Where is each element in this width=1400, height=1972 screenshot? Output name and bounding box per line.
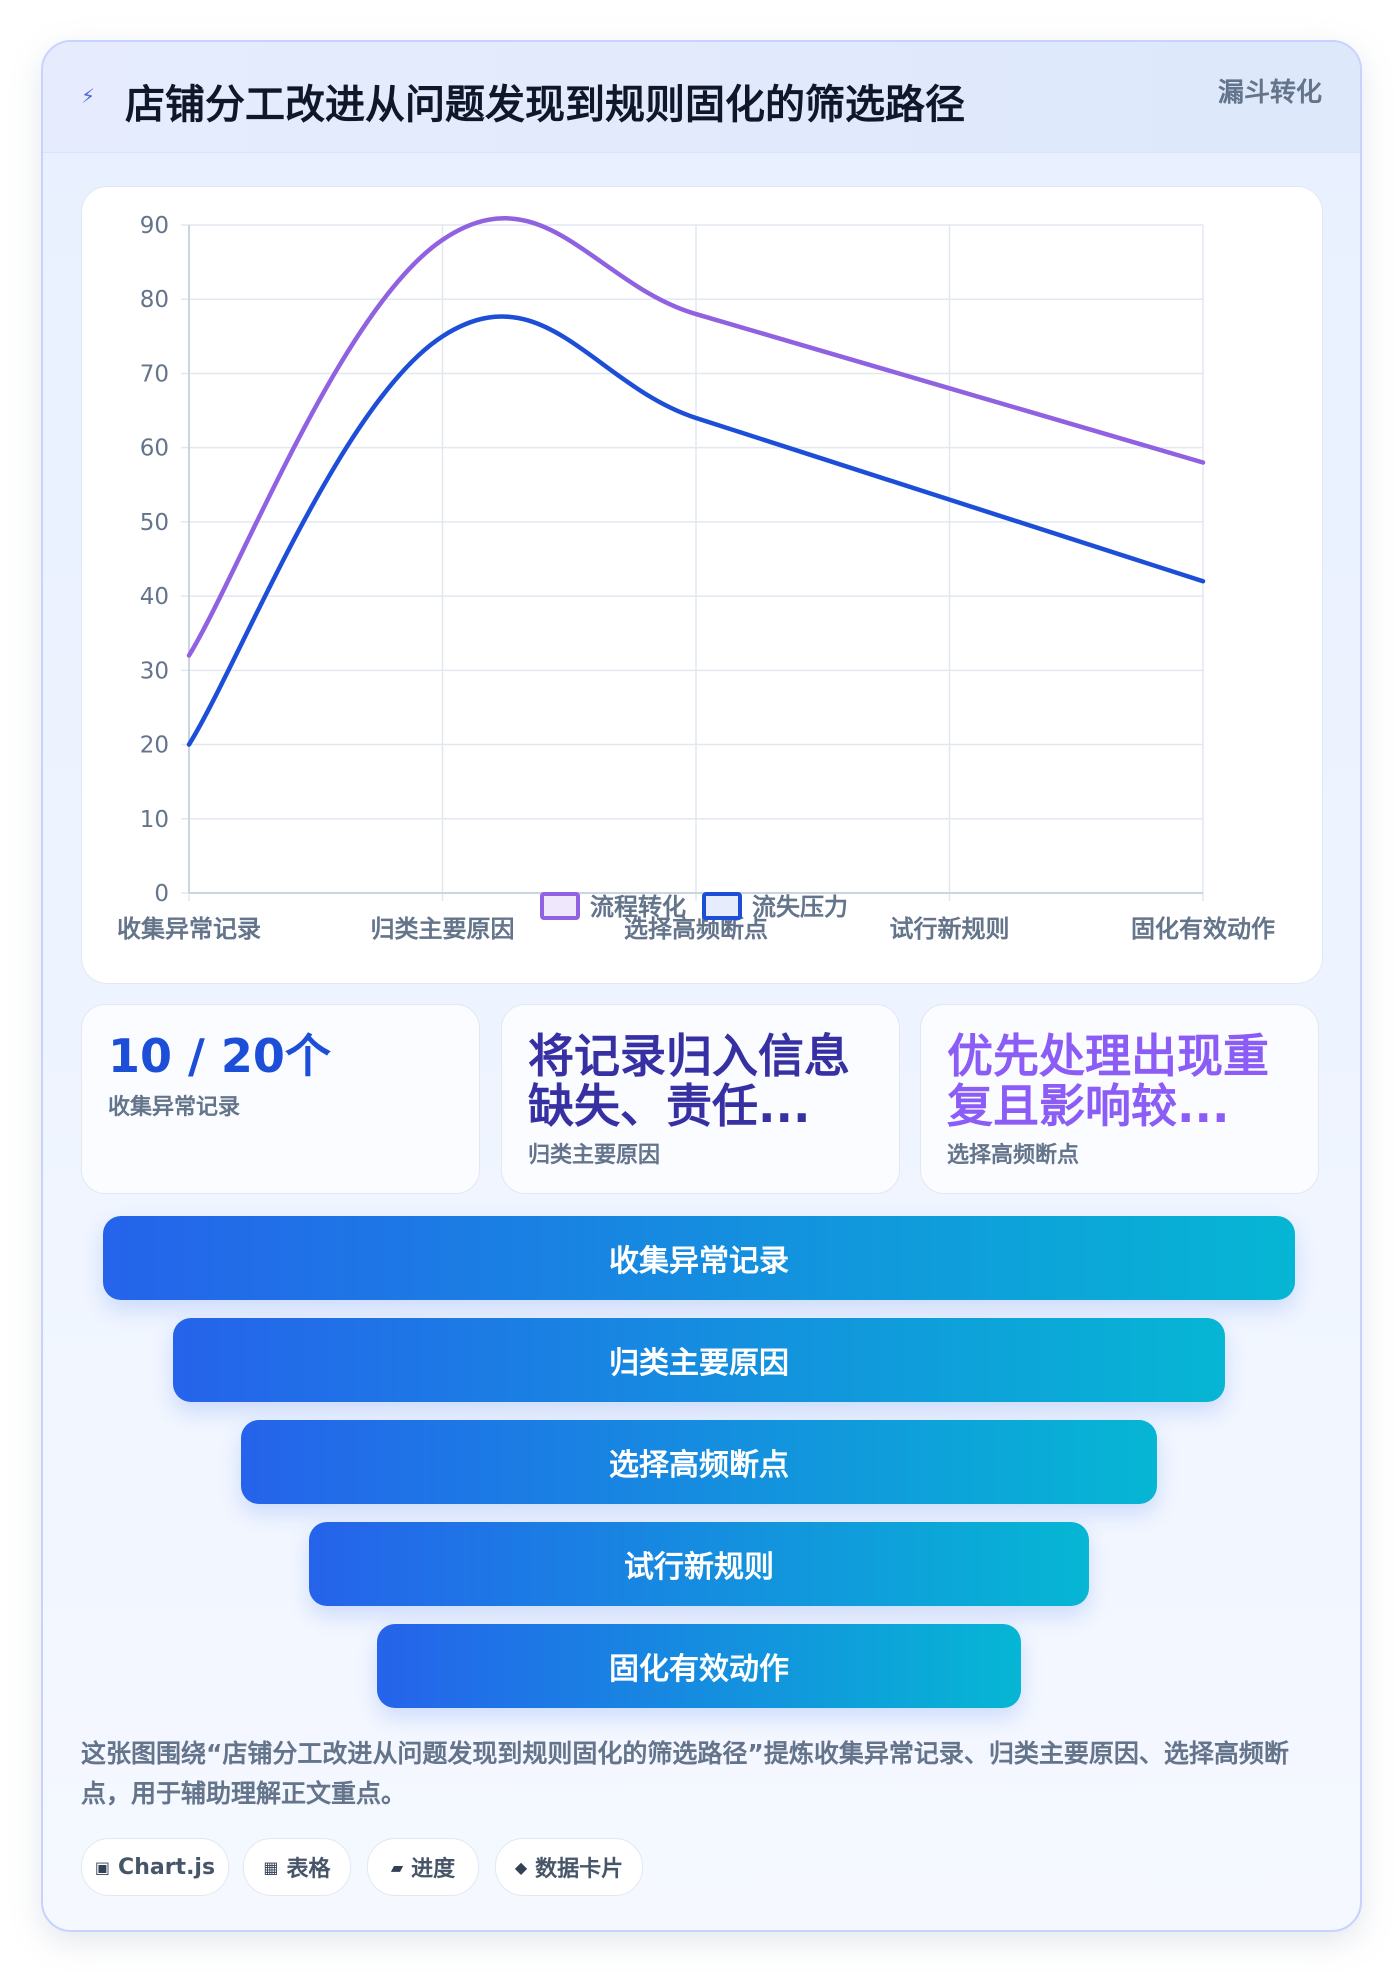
chip-label: 数据卡片 — [535, 1857, 624, 1882]
stat-label: 收集异常记录 — [108, 1095, 241, 1120]
y-tick-label: 0 — [154, 881, 169, 907]
line-chart: 0 10 20 30 40 50 60 70 80 90 收集异常记录 归类主要原因 选择高频断点 试行新… — [117, 213, 1275, 943]
y-tick-label: 90 — [140, 213, 169, 239]
y-tick-label: 30 — [140, 658, 169, 684]
series-line-1 — [186, 216, 1206, 658]
diamond-icon: ◆ — [514, 1857, 528, 1877]
funnel-stage-1: 收集异常记录 — [103, 1216, 1295, 1300]
y-tick-label: 40 — [140, 584, 169, 610]
y-tick-label: 50 — [140, 510, 169, 536]
stat-value: 10 / 20个 — [108, 1031, 331, 1081]
funnel-stage-4: 试行新规则 — [309, 1522, 1089, 1606]
funnel-stage-2: 归类主要原因 — [173, 1318, 1225, 1402]
chart-description: 这张图围绕“店铺分工改进从问题发现到规则固化的筛选路径”提炼收集异常记录、归类主… — [81, 1739, 1289, 1808]
infographic-card: ⚡ 店铺分工改进从问题发现到规则固化的筛选路径 漏斗转化 0 10 20 30 40 50… — [41, 40, 1362, 1932]
chip-chartjs[interactable]: ▣ Chart.js — [81, 1838, 229, 1896]
stat-label: 选择高频断点 — [947, 1143, 1080, 1168]
stat-label: 归类主要原因 — [528, 1143, 661, 1168]
funnel-stage-3: 选择高频断点 — [241, 1420, 1157, 1504]
stat-card-1: 10 / 20个 收集异常记录 — [81, 1004, 480, 1194]
x-tick-label: 归类主要原因 — [371, 915, 515, 943]
y-tick-label: 80 — [140, 287, 169, 313]
chart-icon: ▣ — [94, 1857, 111, 1877]
category-tag: 漏斗转化 — [1217, 78, 1322, 108]
series-line-2 — [186, 314, 1206, 747]
legend-label: 流失压力 — [752, 893, 848, 921]
chip-label: 表格 — [286, 1857, 331, 1882]
table-icon: ▦ — [263, 1857, 279, 1877]
legend-swatch — [540, 892, 580, 920]
lightning-icon: ⚡ — [81, 84, 96, 108]
progress-icon: ▰ — [390, 1857, 404, 1877]
stat-card-3: 优先处理出现重复且影响较... 选择高频断点 — [920, 1004, 1319, 1194]
card-header: ⚡ 店铺分工改进从问题发现到规则固化的筛选路径 漏斗转化 — [43, 42, 1360, 153]
chip-table[interactable]: ▦ 表格 — [243, 1838, 351, 1896]
funnel-stage-5: 固化有效动作 — [377, 1624, 1021, 1708]
stat-value: 优先处理出现重复且影响较... — [947, 1031, 1269, 1131]
y-tick-label: 10 — [140, 807, 169, 833]
y-tick-label: 70 — [140, 361, 169, 387]
chip-label: 进度 — [411, 1857, 456, 1882]
line-chart-panel: 0 10 20 30 40 50 60 70 80 90 收集异常记录 归类主要原因 选择高频断点 试行新… — [81, 186, 1323, 984]
chip-data-card[interactable]: ◆ 数据卡片 — [495, 1838, 643, 1896]
page-title: 店铺分工改进从问题发现到规则固化的筛选路径 — [125, 82, 965, 128]
stat-value: 将记录归入信息缺失、责任... — [528, 1031, 850, 1131]
legend-swatch — [702, 892, 742, 920]
x-tick-label: 收集异常记录 — [117, 915, 261, 943]
stat-card-2: 将记录归入信息缺失、责任... 归类主要原因 — [501, 1004, 900, 1194]
x-tick-label: 固化有效动作 — [1131, 915, 1275, 943]
y-tick-label: 60 — [140, 436, 169, 462]
legend-label: 流程转化 — [590, 893, 686, 921]
x-tick-label: 试行新规则 — [890, 915, 1010, 943]
chip-progress[interactable]: ▰ 进度 — [367, 1838, 479, 1896]
y-tick-label: 20 — [140, 733, 169, 759]
chip-label: Chart.js — [118, 1854, 216, 1880]
x-tick-label: 选择高频断点 — [624, 915, 768, 943]
